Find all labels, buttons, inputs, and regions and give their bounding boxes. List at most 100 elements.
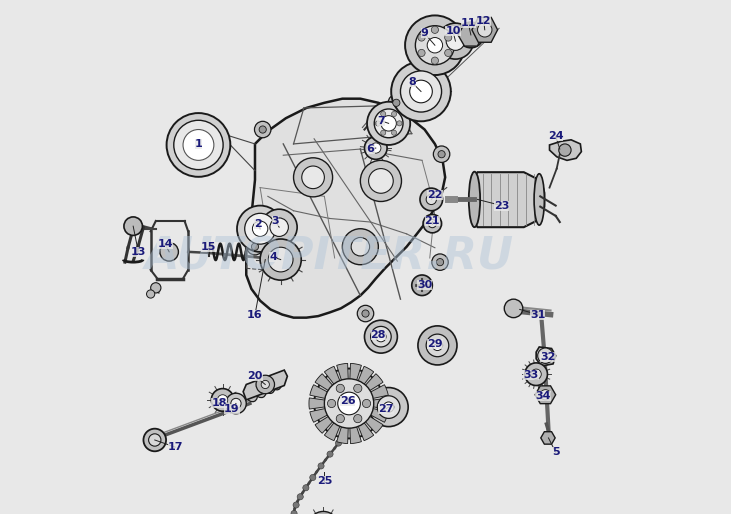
Text: 19: 19 xyxy=(224,403,240,414)
Circle shape xyxy=(260,239,301,280)
Circle shape xyxy=(409,80,432,103)
Circle shape xyxy=(297,493,303,500)
Circle shape xyxy=(357,305,374,322)
Wedge shape xyxy=(349,398,389,409)
Circle shape xyxy=(371,326,391,347)
Wedge shape xyxy=(349,403,388,423)
Text: 5: 5 xyxy=(552,447,559,457)
Wedge shape xyxy=(337,363,349,403)
Circle shape xyxy=(327,451,333,457)
Text: 28: 28 xyxy=(371,330,386,340)
Circle shape xyxy=(160,243,178,261)
Circle shape xyxy=(293,502,299,508)
Circle shape xyxy=(412,275,432,296)
Circle shape xyxy=(371,143,381,153)
Circle shape xyxy=(401,71,442,112)
Circle shape xyxy=(217,395,228,405)
Circle shape xyxy=(377,396,400,418)
Circle shape xyxy=(308,511,338,514)
Circle shape xyxy=(148,434,161,446)
Circle shape xyxy=(397,121,402,126)
Circle shape xyxy=(336,384,344,393)
Circle shape xyxy=(146,290,155,298)
Text: 1: 1 xyxy=(194,139,202,149)
Ellipse shape xyxy=(469,172,480,227)
Circle shape xyxy=(381,130,386,135)
Circle shape xyxy=(360,160,401,201)
Circle shape xyxy=(143,429,166,451)
Polygon shape xyxy=(536,347,556,366)
Circle shape xyxy=(531,369,541,379)
Text: 31: 31 xyxy=(530,309,545,320)
Circle shape xyxy=(391,62,451,121)
Wedge shape xyxy=(309,398,349,409)
Circle shape xyxy=(291,510,297,514)
Circle shape xyxy=(351,237,370,256)
Wedge shape xyxy=(310,403,349,423)
Circle shape xyxy=(237,206,283,252)
Ellipse shape xyxy=(254,383,266,398)
Wedge shape xyxy=(315,403,349,433)
Text: 25: 25 xyxy=(317,475,332,486)
Circle shape xyxy=(423,214,442,233)
Circle shape xyxy=(314,369,384,438)
Circle shape xyxy=(303,485,309,491)
Circle shape xyxy=(365,320,398,353)
Text: 20: 20 xyxy=(247,371,262,381)
Circle shape xyxy=(504,299,523,318)
Circle shape xyxy=(388,95,404,111)
Text: 29: 29 xyxy=(427,339,443,350)
Text: 23: 23 xyxy=(494,200,510,211)
Circle shape xyxy=(268,247,293,272)
Text: 16: 16 xyxy=(247,309,263,320)
Text: 6: 6 xyxy=(367,144,374,154)
Circle shape xyxy=(444,34,452,41)
Polygon shape xyxy=(246,99,445,318)
Circle shape xyxy=(433,146,450,162)
Circle shape xyxy=(261,380,270,389)
Circle shape xyxy=(393,99,400,106)
Circle shape xyxy=(525,363,548,386)
Text: 12: 12 xyxy=(476,15,491,26)
Circle shape xyxy=(336,440,341,446)
Circle shape xyxy=(418,34,425,41)
Polygon shape xyxy=(472,17,498,42)
Circle shape xyxy=(167,113,230,177)
Text: 21: 21 xyxy=(425,216,440,226)
Circle shape xyxy=(369,388,408,427)
Circle shape xyxy=(261,209,297,245)
Circle shape xyxy=(270,218,289,236)
Circle shape xyxy=(432,340,442,351)
Text: 14: 14 xyxy=(157,239,173,249)
Wedge shape xyxy=(325,366,349,403)
Circle shape xyxy=(256,375,275,394)
Polygon shape xyxy=(535,386,556,403)
Circle shape xyxy=(426,334,449,357)
Text: 24: 24 xyxy=(548,131,564,141)
Circle shape xyxy=(538,348,553,363)
Text: 10: 10 xyxy=(445,26,461,36)
Circle shape xyxy=(259,126,266,133)
Text: 26: 26 xyxy=(340,396,355,406)
Circle shape xyxy=(124,217,143,235)
Text: 34: 34 xyxy=(535,391,550,401)
Circle shape xyxy=(183,130,214,160)
Wedge shape xyxy=(349,403,361,444)
Wedge shape xyxy=(310,384,349,403)
Circle shape xyxy=(381,112,386,117)
Circle shape xyxy=(338,392,360,415)
Wedge shape xyxy=(315,374,349,403)
Text: 7: 7 xyxy=(377,116,385,126)
Circle shape xyxy=(247,238,263,255)
Circle shape xyxy=(436,259,444,266)
Circle shape xyxy=(432,254,448,270)
Circle shape xyxy=(302,166,325,189)
Circle shape xyxy=(251,243,259,250)
Circle shape xyxy=(458,22,484,48)
Circle shape xyxy=(415,26,455,65)
Circle shape xyxy=(392,112,397,117)
Ellipse shape xyxy=(246,388,257,402)
Circle shape xyxy=(428,219,436,228)
Ellipse shape xyxy=(534,174,545,225)
Text: 33: 33 xyxy=(523,370,539,380)
